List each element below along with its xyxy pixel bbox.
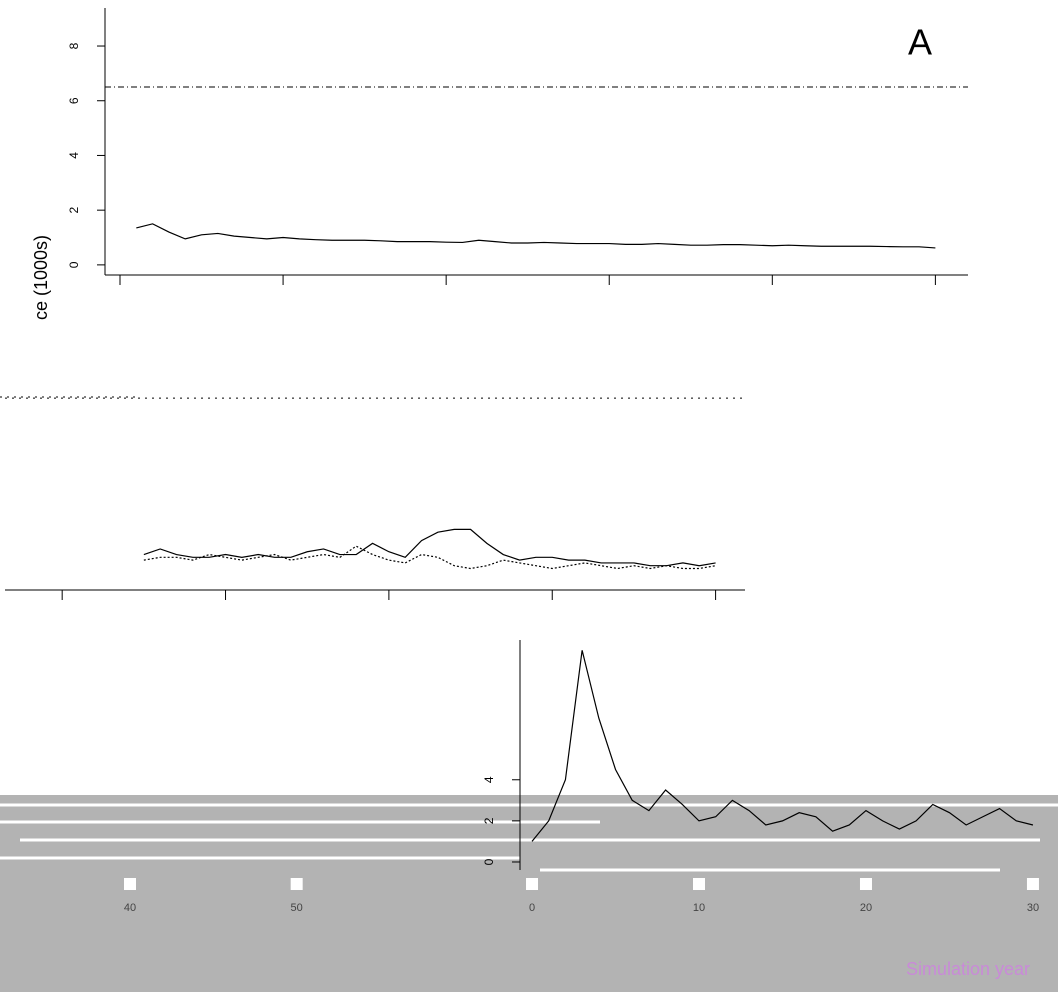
y-axis-label: ce (1000s) <box>31 235 51 320</box>
x-tick <box>1027 878 1039 890</box>
x-tick-label: 50 <box>291 902 303 914</box>
data-line <box>144 546 716 568</box>
page: A ce (1000s) Simulation year 02468024010… <box>0 0 1058 992</box>
chart: A ce (1000s) Simulation year 02468024010… <box>0 0 1058 992</box>
gray-band <box>0 795 1058 992</box>
x-axis-label: Simulation year <box>906 959 1030 979</box>
y-tick-label: 0 <box>482 858 496 865</box>
x-tick <box>124 878 136 890</box>
y-tick-label: 0 <box>67 261 81 268</box>
x-tick <box>860 878 872 890</box>
y-tick-label: 4 <box>67 152 81 159</box>
y-tick-label: 4 <box>482 776 496 783</box>
data-line <box>144 529 716 565</box>
panel-label: A <box>908 22 932 63</box>
x-tick-label: 10 <box>693 902 705 914</box>
x-tick-label: 40 <box>124 902 136 914</box>
x-tick-label: 20 <box>860 902 872 914</box>
y-tick-label: 2 <box>482 817 496 824</box>
data-line <box>136 224 935 248</box>
x-tick <box>693 878 705 890</box>
x-tick-label: 30 <box>1027 902 1039 914</box>
y-tick-label: 8 <box>67 42 81 49</box>
x-tick-label: 0 <box>529 902 535 914</box>
y-tick-label: 2 <box>67 207 81 214</box>
x-tick <box>526 878 538 890</box>
x-tick <box>291 878 303 890</box>
y-tick-label: 6 <box>67 97 81 104</box>
